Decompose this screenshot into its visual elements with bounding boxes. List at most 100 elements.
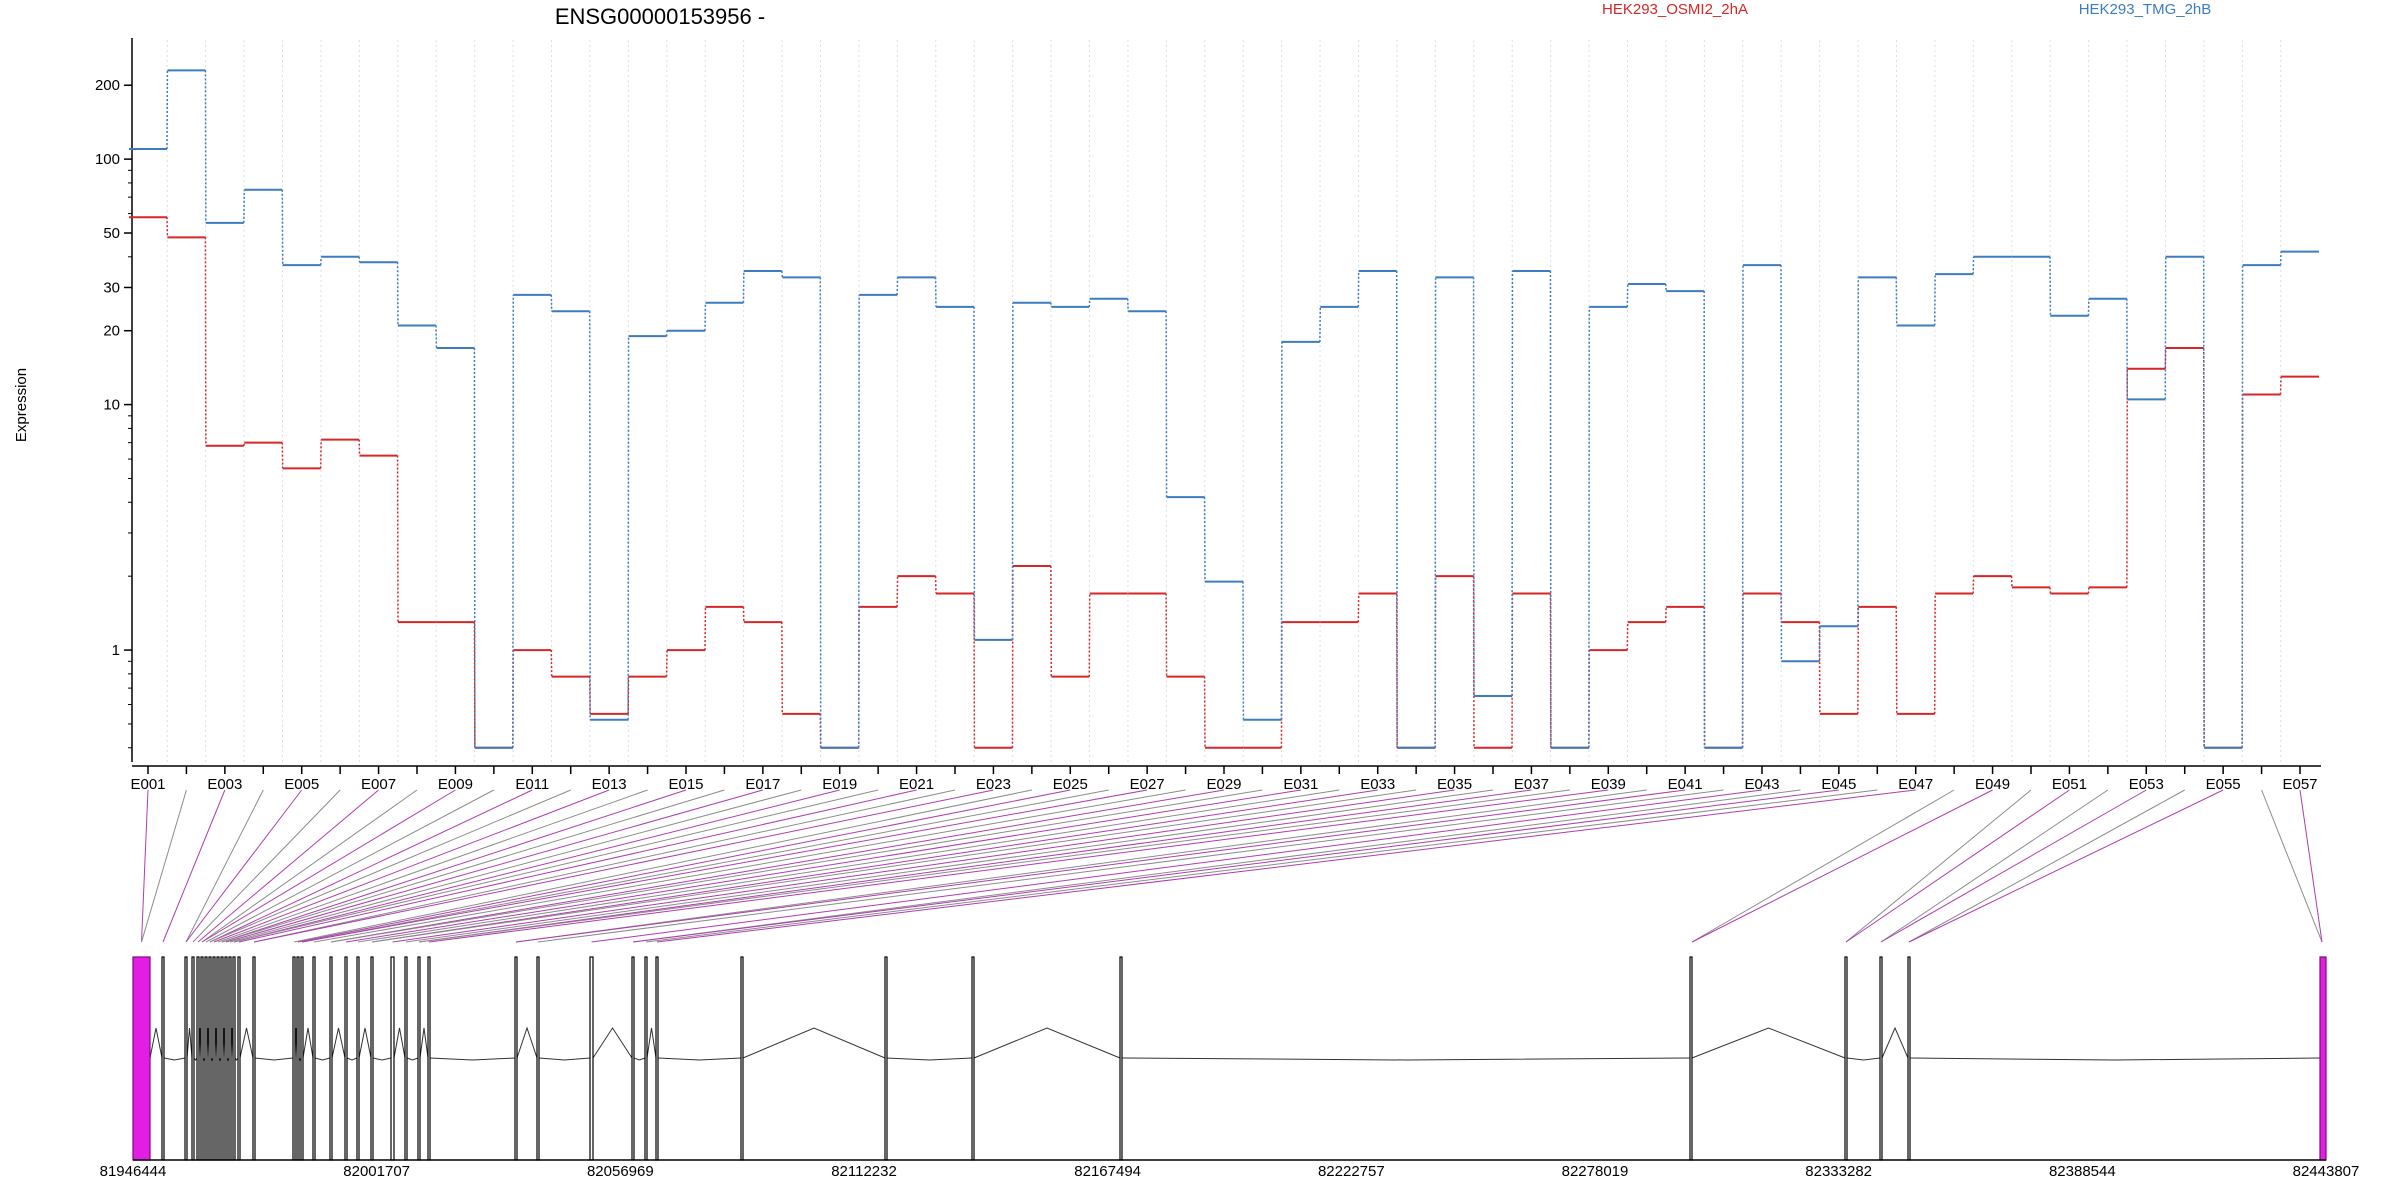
exon-connector: [301, 789, 1148, 943]
intron-line: [358, 1027, 372, 1059]
exon-connector: [1908, 789, 2224, 943]
intron-line: [646, 1027, 657, 1059]
exon-connector: [405, 789, 1494, 943]
exon-box: [161, 956, 165, 1161]
exon-connector: [418, 789, 1570, 943]
genomic-tick-label: 81946444: [100, 1163, 167, 1180]
exon-connector: [2299, 789, 2323, 943]
exon-connector: [591, 789, 1763, 943]
x-tick-label: E007: [361, 776, 396, 793]
exon-box: [356, 956, 360, 1161]
genomic-tick-label: 82112232: [831, 1163, 897, 1180]
intron-line: [429, 1057, 516, 1061]
exon-connector: [297, 789, 1071, 943]
y-tick-label: 200: [95, 77, 120, 94]
x-tick-label: E023: [976, 776, 1011, 793]
genomic-tick-label: 82443807: [2293, 1163, 2360, 1180]
exon-box: [216, 956, 220, 1161]
exon-box: [514, 956, 518, 1161]
exon-connector: [225, 789, 763, 943]
exon-box: [196, 956, 200, 1161]
exon-connector: [2261, 789, 2323, 943]
y-tick-label: 10: [103, 397, 120, 414]
intron-line: [254, 1057, 294, 1061]
exon-connector: [141, 789, 149, 943]
x-tick-label: E011: [515, 776, 549, 793]
exon-connector: [428, 789, 1609, 943]
x-tick-label: E021: [899, 776, 934, 793]
exon-connector: [1880, 789, 2109, 943]
intron-line: [1909, 1057, 2321, 1061]
genomic-tick-label: 82056969: [587, 1163, 654, 1180]
genomic-tick-label: 82222757: [1318, 1163, 1385, 1180]
exon-box: [312, 956, 316, 1161]
intron-line: [742, 1027, 886, 1059]
y-tick-label: 50: [103, 225, 120, 242]
axes: 1 10 20 30 50 100 200 E001 E003 E005 E007 E009 E011 E…: [95, 38, 2321, 793]
exon-box: [212, 956, 216, 1161]
exon-box: [252, 956, 256, 1161]
exon-connector: [201, 789, 418, 943]
exon-connectors: [141, 789, 2323, 943]
exon-connector: [1908, 789, 2185, 943]
exon-connector: [233, 789, 879, 943]
exon-connector: [233, 789, 840, 943]
exon-connector: [1691, 789, 1955, 943]
exon-connector: [1845, 789, 2032, 943]
x-tick-label: E017: [745, 776, 780, 793]
x-tick-label: E031: [1283, 776, 1318, 793]
exon-connector: [185, 789, 264, 943]
y-tick-label: 1: [112, 642, 120, 659]
exon-box: [329, 956, 333, 1161]
exon-connector: [1845, 789, 2070, 943]
exon-box: [1907, 956, 1911, 1161]
exon-box: [200, 956, 204, 1161]
intron-line: [314, 1057, 331, 1061]
data-series: [129, 69, 2319, 749]
genomic-tick-label: 82278019: [1562, 1163, 1629, 1180]
exon-box: [232, 956, 236, 1161]
exon-connector: [515, 789, 1686, 943]
x-tick-label: E013: [592, 776, 627, 793]
intron-line: [149, 1027, 163, 1059]
x-tick-label: E041: [1668, 776, 1703, 793]
x-tick-label: E047: [1898, 776, 1933, 793]
exon-box: [208, 956, 212, 1161]
exon-box: [220, 956, 224, 1161]
exon-connector: [141, 789, 187, 943]
exon-connector: [201, 789, 456, 943]
exon-box: [971, 956, 975, 1161]
intron-line: [419, 1027, 429, 1059]
intron-line: [163, 1057, 186, 1061]
exon-box: [1689, 956, 1693, 1161]
exon-connector: [209, 789, 571, 943]
exon-box: [204, 956, 208, 1161]
x-tick-label: E005: [284, 776, 319, 793]
exon-box: [224, 956, 228, 1161]
x-tick-label: E049: [1975, 776, 2010, 793]
genomic-tick-label: 82388544: [2049, 1163, 2116, 1180]
exon-box: [417, 956, 421, 1161]
x-tick-label: E057: [2282, 776, 2317, 793]
y-axis-label: Expression: [13, 368, 30, 442]
exon-connector: [217, 789, 648, 943]
exon-connector: [371, 789, 1417, 943]
intron-line: [1846, 1057, 1881, 1061]
intron-line: [592, 1027, 633, 1059]
intron-line: [516, 1026, 538, 1059]
exon-connector: [192, 789, 341, 943]
exon-box: [1879, 956, 1883, 1161]
x-tick-label: E051: [2052, 776, 2087, 793]
exon-connector: [185, 789, 303, 943]
x-tick-label: E039: [1591, 776, 1626, 793]
exon-connector: [357, 789, 1340, 943]
exon-connector: [345, 789, 1301, 943]
exon-connector: [330, 789, 1225, 943]
x-tick-label: E055: [2206, 776, 2241, 793]
exon-box: [390, 956, 395, 1161]
exon-box: [191, 956, 195, 1161]
exon-connector: [632, 789, 1839, 943]
chart-title: ENSG00000153956 -: [555, 4, 765, 29]
exon-box: [655, 956, 659, 1161]
exon-box: [370, 956, 374, 1161]
